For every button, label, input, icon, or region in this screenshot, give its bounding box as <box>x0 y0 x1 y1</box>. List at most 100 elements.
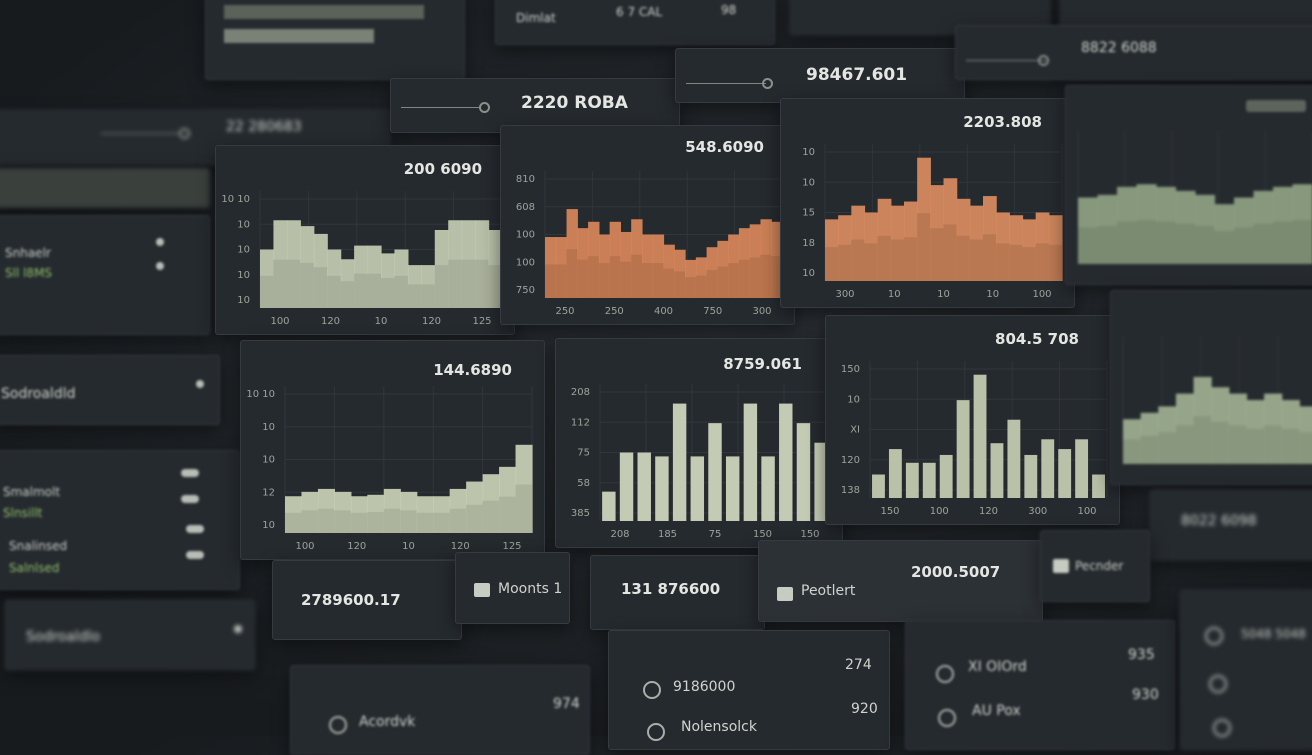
area-step-shade <box>610 256 621 298</box>
area-step-shade <box>1215 231 1235 264</box>
card-label: Peotlert <box>801 583 855 599</box>
y-label: 12 <box>262 487 275 498</box>
area-step-shade <box>642 263 653 298</box>
card-label: Moonts 1 <box>498 581 562 597</box>
area-step-shade <box>851 240 865 281</box>
bar <box>1058 449 1071 498</box>
y-label: 10 10 <box>221 194 250 205</box>
area-step-shade <box>891 240 905 281</box>
area-step-shade <box>620 262 631 298</box>
y-label: 10 <box>237 295 250 306</box>
bar <box>1024 455 1037 498</box>
slider <box>101 133 181 134</box>
area-step-shade <box>516 484 533 533</box>
x-label: 125 <box>472 316 491 327</box>
x-label: 10 <box>402 541 415 552</box>
area-step-shade <box>433 513 450 533</box>
area-step-shade <box>1211 422 1229 464</box>
stat-value: 98467.601 <box>806 65 907 85</box>
stat-value: 8822 6088 <box>1081 40 1157 56</box>
label: Dimlat <box>516 11 556 25</box>
x-label: 75 <box>709 529 722 540</box>
area-step-shade <box>996 243 1010 281</box>
list-value: 920 <box>851 701 878 717</box>
bar <box>726 456 739 521</box>
list-value: 274 <box>845 657 872 673</box>
card-value: 2000.5007 <box>911 563 1000 581</box>
label: 5048 5048 <box>1241 627 1306 641</box>
card: Peotlert 2000.5007 <box>758 540 1043 622</box>
area-step-shade <box>728 263 739 298</box>
label: 6 7 CAL <box>616 5 662 19</box>
card: 131 876600 <box>590 555 765 630</box>
area-step-shade <box>448 260 462 308</box>
area-step-shade <box>417 513 434 533</box>
label: 8022 6098 <box>1181 513 1257 529</box>
y-label: 10 <box>802 177 815 188</box>
y-label: 75 <box>577 448 590 459</box>
area-step-shade <box>341 281 355 308</box>
area-step-shade <box>760 255 771 298</box>
chart <box>1066 86 1312 284</box>
area-step-shade <box>717 267 728 298</box>
bar <box>673 404 686 521</box>
area-step-shade <box>368 274 382 308</box>
bar <box>655 456 668 521</box>
area-step-shade <box>1137 220 1157 264</box>
area-step-shade <box>351 513 368 533</box>
stat-bar: 98467.601 <box>675 48 965 103</box>
y-label: 100 <box>516 230 535 241</box>
y-label: 385 <box>571 508 590 519</box>
area-step-shade <box>287 260 301 308</box>
area-step-shade <box>334 510 351 533</box>
bar <box>1075 439 1088 498</box>
x-label: 150 <box>880 506 899 517</box>
bar <box>224 5 424 19</box>
y-label: 15 <box>802 208 815 219</box>
top-panel: Dimlat 6 7 CAL 98 <box>495 0 775 45</box>
x-label: 125 <box>502 541 521 552</box>
area-step-shade <box>983 234 997 281</box>
side-panel: 8022 6098 <box>1150 490 1312 560</box>
icon <box>474 583 490 597</box>
area-step-shade <box>1229 425 1247 464</box>
area-step-shade <box>475 260 489 308</box>
stat-bar: 8822 6088 <box>955 25 1312 80</box>
bar <box>602 492 615 521</box>
bar <box>991 443 1004 498</box>
area-step-shade <box>367 512 384 533</box>
area-step-shade <box>285 513 302 533</box>
x-label: 300 <box>1028 506 1047 517</box>
area-step-shade <box>739 260 750 298</box>
pill <box>186 525 204 533</box>
bar <box>638 453 651 522</box>
bar <box>744 404 757 521</box>
area-step-shade <box>904 237 918 281</box>
x-label: 185 <box>658 529 677 540</box>
pill <box>181 469 199 477</box>
bar <box>974 375 987 498</box>
x-label: 120 <box>347 541 366 552</box>
area-step-shade <box>435 265 449 308</box>
area-step-shade <box>354 274 368 308</box>
area-step-shade <box>408 284 422 308</box>
x-label: 10 <box>888 289 901 300</box>
bar <box>779 404 792 521</box>
area-step-shade <box>273 260 287 308</box>
y-label: 100 <box>516 257 535 268</box>
area-step-shade <box>1117 222 1137 264</box>
area-step-shade <box>1078 227 1098 264</box>
list-value: 974 <box>553 696 580 712</box>
x-label: 10 <box>986 289 999 300</box>
area-step-shade <box>664 269 675 298</box>
area-step-shade <box>499 497 516 533</box>
list-panel: 9186000 274 Nolensolck 920 <box>608 630 890 750</box>
chart-panel <box>1110 290 1312 485</box>
list-label: AU Pox <box>972 703 1021 719</box>
area-step-shade <box>1176 425 1194 464</box>
pill <box>181 495 199 503</box>
x-label: 120 <box>451 541 470 552</box>
icon <box>647 723 665 741</box>
area-step-shade <box>1009 245 1023 281</box>
